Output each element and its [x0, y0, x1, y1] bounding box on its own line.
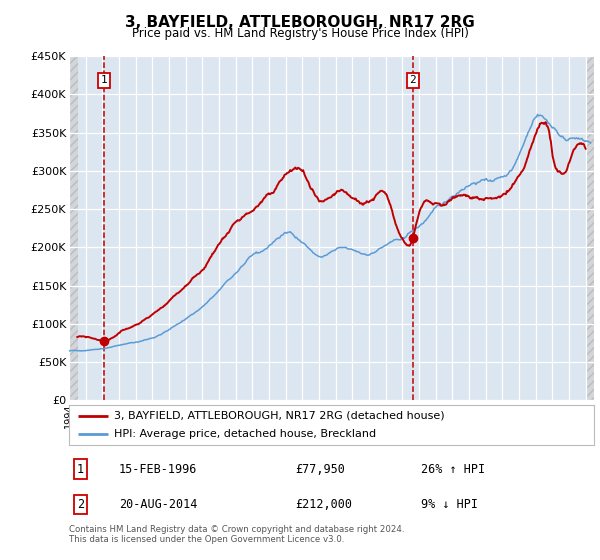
Text: 15-FEB-1996: 15-FEB-1996	[119, 463, 197, 476]
Text: HPI: Average price, detached house, Breckland: HPI: Average price, detached house, Brec…	[113, 430, 376, 439]
Bar	[586, 56, 594, 400]
Text: 26% ↑ HPI: 26% ↑ HPI	[421, 463, 485, 476]
Text: £212,000: £212,000	[295, 498, 352, 511]
Text: 1: 1	[101, 76, 108, 86]
Text: This data is licensed under the Open Government Licence v3.0.: This data is licensed under the Open Gov…	[69, 535, 344, 544]
Text: 2: 2	[77, 498, 84, 511]
Text: Price paid vs. HM Land Registry's House Price Index (HPI): Price paid vs. HM Land Registry's House …	[131, 27, 469, 40]
Text: 3, BAYFIELD, ATTLEBOROUGH, NR17 2RG (detached house): 3, BAYFIELD, ATTLEBOROUGH, NR17 2RG (det…	[113, 411, 444, 421]
Text: 9% ↓ HPI: 9% ↓ HPI	[421, 498, 478, 511]
Text: £77,950: £77,950	[295, 463, 344, 476]
Bar	[69, 56, 78, 400]
Text: 1: 1	[77, 463, 84, 476]
Text: 20-AUG-2014: 20-AUG-2014	[119, 498, 197, 511]
Text: 2: 2	[409, 76, 416, 86]
Text: Contains HM Land Registry data © Crown copyright and database right 2024.: Contains HM Land Registry data © Crown c…	[69, 525, 404, 534]
Text: 3, BAYFIELD, ATTLEBOROUGH, NR17 2RG: 3, BAYFIELD, ATTLEBOROUGH, NR17 2RG	[125, 15, 475, 30]
